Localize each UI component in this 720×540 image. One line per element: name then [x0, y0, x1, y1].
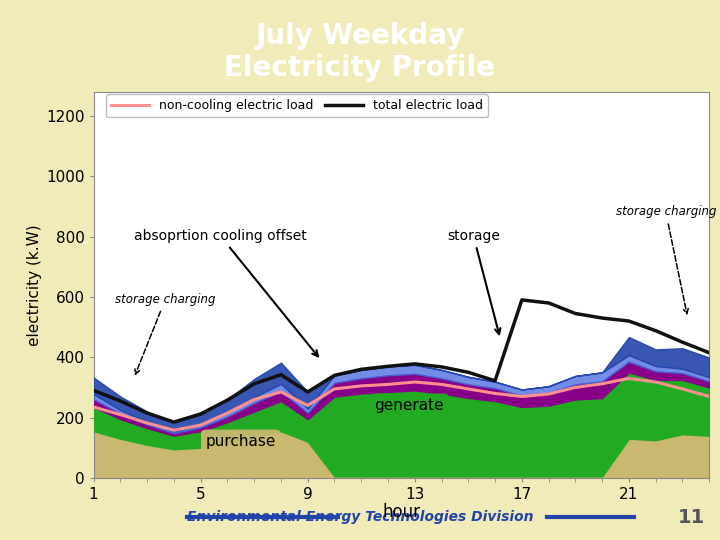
Text: Electricity Profile: Electricity Profile: [225, 54, 495, 82]
Text: Environmental Energy Technologies Division: Environmental Energy Technologies Divisi…: [186, 510, 534, 524]
Text: generate: generate: [374, 398, 444, 413]
Polygon shape: [590, 0, 720, 80]
Text: purchase: purchase: [206, 434, 276, 449]
Text: 11: 11: [678, 508, 705, 526]
Text: absoprtion cooling offset: absoprtion cooling offset: [134, 228, 318, 356]
Text: storage charging: storage charging: [115, 293, 215, 374]
Text: July Weekday: July Weekday: [256, 22, 464, 50]
X-axis label: hour: hour: [382, 503, 420, 521]
Y-axis label: electricity (k.W): electricity (k.W): [27, 224, 42, 346]
Text: storage: storage: [447, 228, 500, 334]
Legend: non-cooling electric load, total electric load: non-cooling electric load, total electri…: [106, 94, 488, 117]
Text: storage charging: storage charging: [616, 206, 716, 314]
